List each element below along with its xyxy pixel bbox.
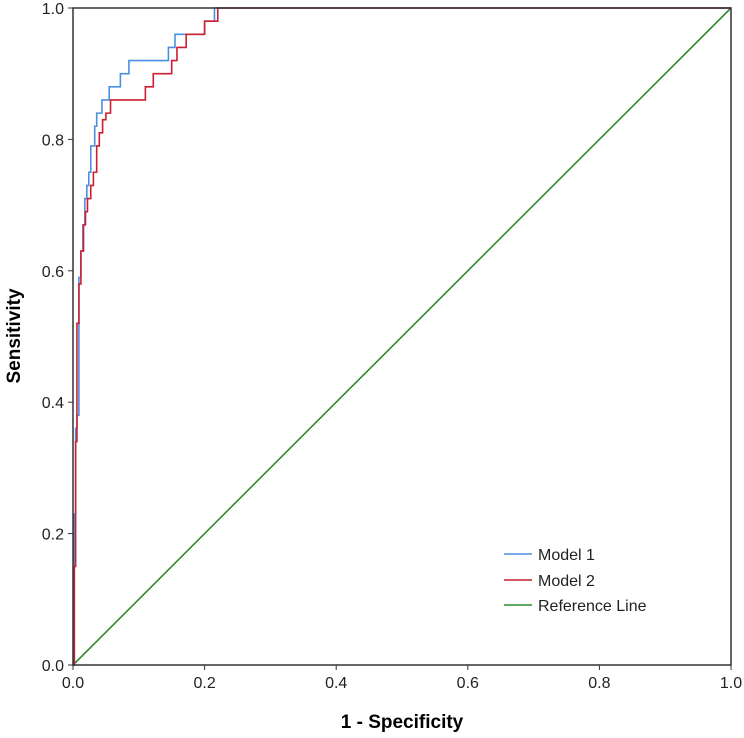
x-tick-label: 0.4 [325,675,347,692]
x-tick-label: 0.6 [457,675,479,692]
y-tick-label: 0.4 [42,395,64,412]
x-axis: 0.0 0.2 0.4 0.6 0.8 1.0 [62,665,742,692]
legend-label-reference-line: Reference Line [538,598,647,615]
x-tick-label: 0.0 [62,675,84,692]
legend: Model 1 Model 2 Reference Line [504,547,647,615]
y-axis: 0.0 0.2 0.4 0.6 0.8 1.0 [42,1,73,675]
y-tick-label: 0.6 [42,264,64,281]
series-line-reference-line [72,7,732,666]
plot-frame [72,7,732,666]
legend-label-model-1: Model 1 [538,547,595,564]
y-tick-label: 0.8 [42,132,64,149]
x-tick-label: 0.2 [193,675,215,692]
y-tick-label: 1.0 [42,1,64,18]
series-line-model-2 [73,7,731,666]
y-tick-label: 0.2 [42,527,64,544]
y-axis-title: Sensitivity [4,288,25,383]
series-layer [72,7,732,666]
legend-label-model-2: Model 2 [538,573,595,590]
x-tick-label: 1.0 [720,675,742,692]
y-tick-label: 0.0 [42,658,64,675]
x-axis-title: 1 - Specificity [341,712,464,733]
x-tick-label: 0.8 [588,675,610,692]
series-line-model-1 [73,7,731,666]
